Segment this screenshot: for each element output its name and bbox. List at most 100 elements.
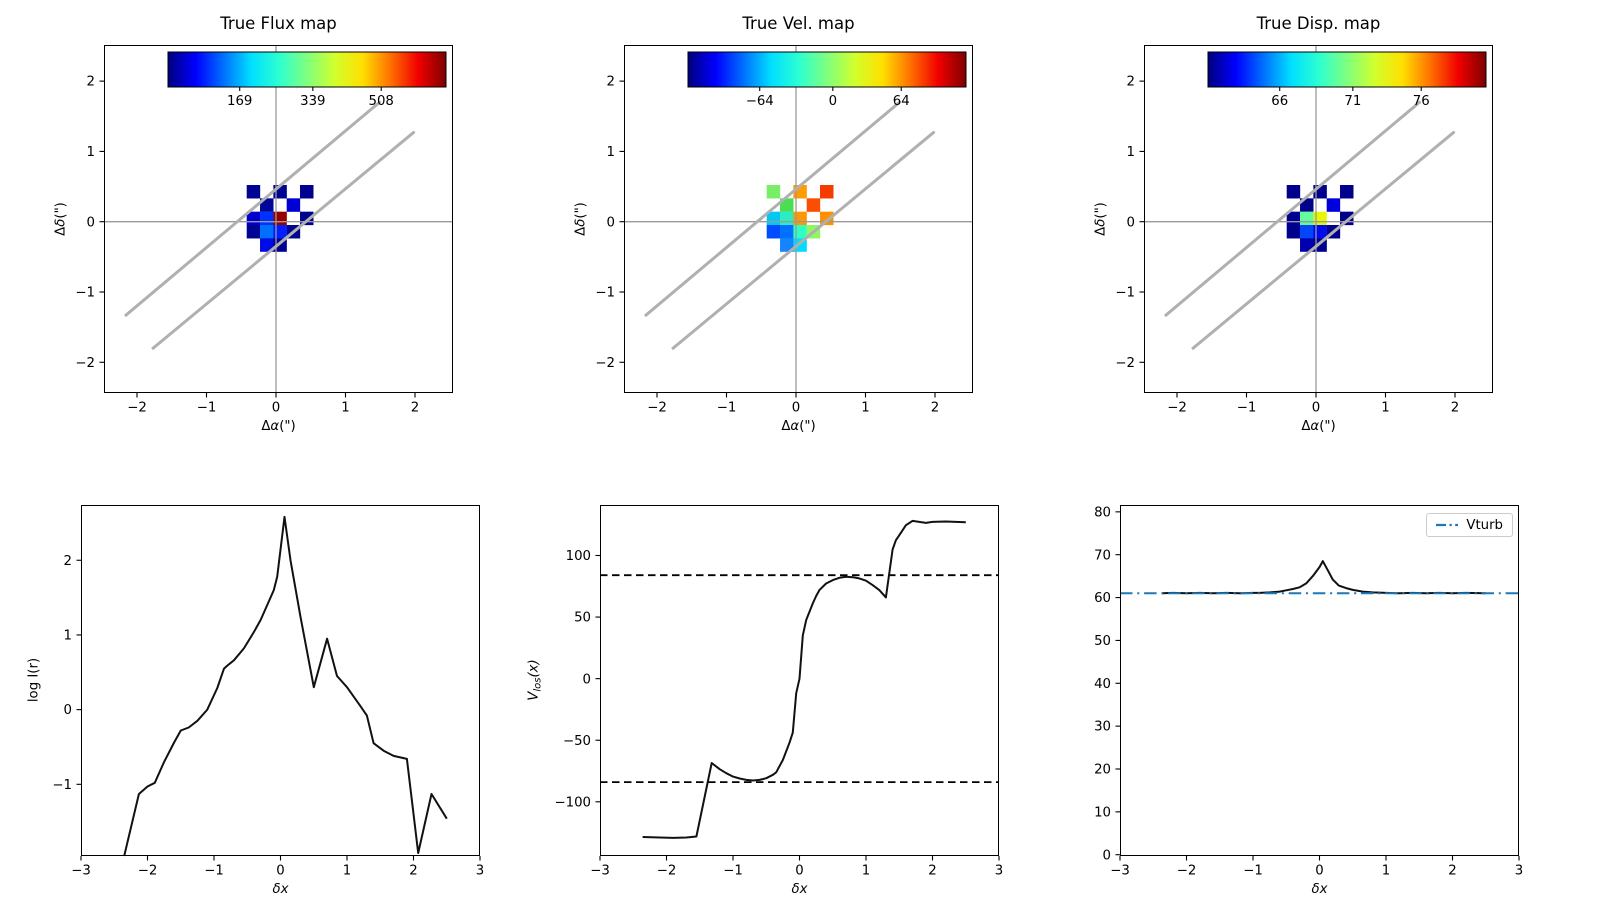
- y-tick-label: 80: [1094, 505, 1111, 520]
- x-tick-label: 1: [343, 864, 351, 879]
- map-cell: [1300, 224, 1314, 239]
- dispersion-map-title: True Disp. map: [1256, 14, 1381, 33]
- colorbar-tick-label: 66: [1271, 94, 1288, 109]
- y-tick-label: −1: [52, 778, 72, 793]
- map-cell: [1300, 211, 1314, 226]
- x-tick-label: 0: [1312, 401, 1320, 416]
- map-cell: [1326, 224, 1341, 239]
- jet-colorbar: [687, 51, 967, 88]
- map-cell: [1340, 185, 1354, 199]
- map-cell: [820, 211, 834, 226]
- x-tick-label: −2: [138, 864, 158, 879]
- x-tick-label: 0: [792, 401, 800, 416]
- axes-frame: [104, 45, 453, 393]
- y-tick-label: 0: [1127, 215, 1135, 230]
- x-tick-label: −2: [657, 864, 677, 879]
- x-tick-label: 2: [411, 401, 419, 416]
- x-tick-label: 2: [931, 401, 939, 416]
- map-cell: [1313, 211, 1327, 226]
- colorbar-tick-label: 64: [893, 94, 910, 109]
- x-tick-label: 1: [1381, 401, 1389, 416]
- map-cell: [780, 238, 794, 252]
- x-tick-label: −1: [1243, 864, 1263, 879]
- map-cell: [1313, 238, 1327, 252]
- flux-map-xlabel: Δα("): [261, 419, 296, 434]
- heatmap-cells: [246, 185, 314, 252]
- y-tick-label: 70: [1094, 548, 1111, 563]
- profile-curve: [642, 519, 966, 839]
- map-cell: [273, 224, 287, 239]
- map-cell: [793, 224, 807, 239]
- map-cell: [1326, 198, 1341, 212]
- x-tick-label: −1: [717, 401, 737, 416]
- y-tick-label: 2: [607, 75, 615, 90]
- axes-frame: [81, 505, 480, 856]
- x-tick-label: −1: [204, 864, 224, 879]
- vturb-legend-label: Vturb: [1466, 517, 1503, 533]
- x-tick-label: 2: [409, 864, 417, 879]
- intensity-profile-ylabel: log I(r): [26, 657, 42, 703]
- x-tick-label: 3: [1515, 864, 1523, 879]
- map-cell: [246, 211, 261, 226]
- y-tick-label: 50: [1094, 634, 1111, 649]
- dispersion-map-ylabel: Δδ("): [1093, 202, 1109, 236]
- colorbar-tick-label: 0: [829, 94, 837, 109]
- y-tick-label: 1: [607, 145, 615, 160]
- x-tick-label: −2: [1177, 864, 1197, 879]
- map-cell: [820, 185, 834, 199]
- dispersion-map-xlabel: Δα("): [1301, 419, 1336, 434]
- map-cell: [1300, 238, 1314, 252]
- y-tick-label: 20: [1094, 763, 1111, 778]
- vturb-legend-line-icon: [1436, 523, 1459, 527]
- map-cell: [260, 198, 274, 212]
- x-tick-label: 2: [928, 864, 936, 879]
- colorbar-tick-label: 339: [300, 94, 325, 109]
- jet-colorbar: [167, 51, 447, 88]
- map-cell: [1313, 224, 1327, 239]
- y-tick-label: 1: [1127, 145, 1135, 160]
- colorbar-tick-label: −64: [746, 94, 774, 109]
- y-tick-label: 2: [87, 75, 95, 90]
- map-cell: [793, 211, 807, 226]
- flux-map-ylabel: Δδ("): [53, 202, 69, 236]
- intensity-profile-axes: −3 −2 −1 0 1 2 3 −1 0 1 2: [52, 505, 484, 879]
- y-tick-label: −2: [595, 356, 615, 371]
- x-tick-label: 1: [341, 401, 349, 416]
- flux-map-axes: 169 339 508 −2 −1 0 1 2 −2 −1 0 1 2: [75, 45, 453, 416]
- x-tick-label: −2: [1167, 401, 1187, 416]
- x-tick-label: −1: [1237, 401, 1257, 416]
- colorbar-tick-label: 508: [369, 94, 394, 109]
- x-tick-label: −3: [590, 864, 610, 879]
- velocity-map-axes: −64 0 64 −2 −1 0 1 2 −2 −1 0 1 2: [595, 45, 973, 416]
- map-cell: [1313, 185, 1327, 199]
- map-cell: [286, 224, 301, 239]
- flux-map-title: True Flux map: [220, 14, 337, 33]
- y-tick-label: 10: [1094, 805, 1111, 820]
- velocity-map-xlabel: Δα("): [781, 419, 816, 434]
- map-cell: [780, 211, 794, 226]
- velocity-profile-xlabel: δx: [791, 882, 808, 897]
- map-cell: [300, 185, 314, 199]
- map-cell: [1340, 211, 1354, 226]
- map-cell: [300, 211, 314, 226]
- x-tick-label: 0: [1315, 864, 1323, 879]
- axes-frame: [1144, 45, 1493, 393]
- velocity-map-title: True Vel. map: [742, 14, 855, 33]
- x-tick-label: −1: [197, 401, 217, 416]
- map-cell: [1286, 211, 1301, 226]
- x-tick-label: −2: [127, 401, 147, 416]
- slit-line: [671, 130, 936, 350]
- y-tick-label: 50: [574, 611, 591, 626]
- velocity-profile-ylabel: Vlos(x): [526, 659, 544, 701]
- y-tick-label: 2: [64, 554, 72, 569]
- map-cell: [273, 211, 287, 226]
- jet-colorbar: [1207, 51, 1487, 88]
- y-tick-label: −50: [563, 734, 591, 749]
- y-tick-label: 40: [1094, 677, 1111, 692]
- x-tick-label: 0: [795, 864, 803, 879]
- y-tick-label: −100: [554, 795, 591, 810]
